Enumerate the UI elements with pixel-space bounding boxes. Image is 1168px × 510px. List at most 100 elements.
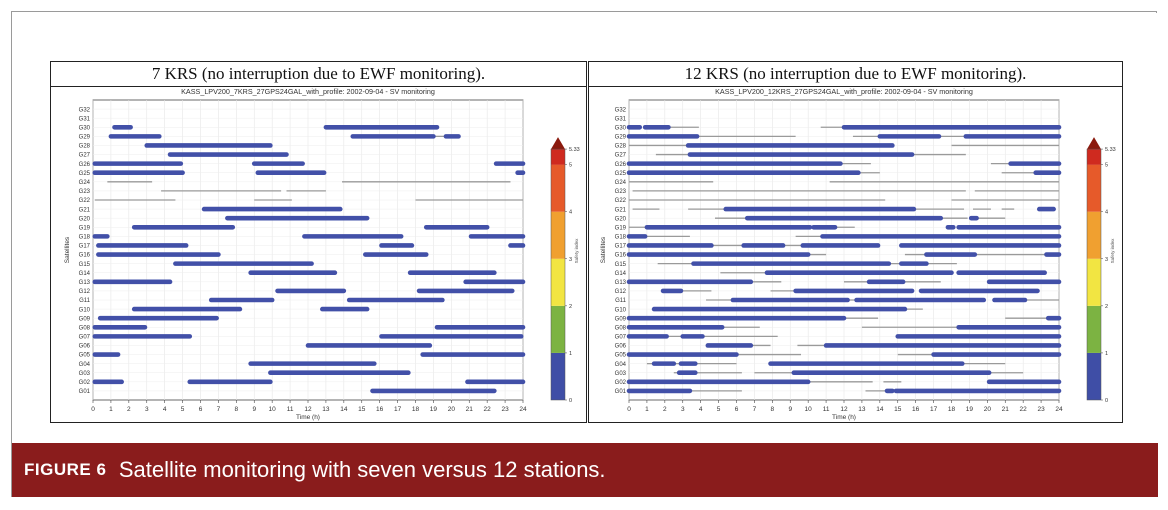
y-tick-label: G15 <box>79 262 91 268</box>
colorbar-segment <box>1087 149 1101 165</box>
y-tick-label: G21 <box>615 207 627 213</box>
panel-title-7krs: 7 KRS (no interruption due to EWF monito… <box>51 62 586 87</box>
y-axis-label: Satellites <box>600 236 607 263</box>
y-tick-label: G15 <box>615 262 627 268</box>
figure-body: 7 KRS (no interruption due to EWF monito… <box>13 13 1157 443</box>
y-tick-label: G25 <box>79 171 91 177</box>
y-tick-label: G01 <box>615 389 627 395</box>
x-tick-label: 17 <box>394 406 402 413</box>
y-tick-label: G20 <box>79 216 91 222</box>
colorbar-label: Safety index <box>574 238 579 264</box>
colorbar-segment <box>1087 258 1101 306</box>
x-tick-label: 1 <box>645 406 649 413</box>
colorbar-tick-label: 0 <box>569 398 572 404</box>
x-tick-label: 9 <box>788 406 792 413</box>
y-tick-label: G11 <box>615 298 627 304</box>
colorbar-tick-label: 2 <box>569 304 572 310</box>
colorbar-tick-label: 5.33 <box>1105 147 1116 153</box>
x-tick-label: 17 <box>930 406 938 413</box>
x-tick-label: 14 <box>340 406 348 413</box>
colorbar-tick-label: 0 <box>1105 398 1108 404</box>
y-tick-label: G24 <box>79 180 91 186</box>
plot-7krs: KASS_LPV200_7KRS_27GPS24GAL_with_profile… <box>64 87 580 421</box>
x-tick-label: 24 <box>519 406 527 413</box>
x-tick-label: 16 <box>912 406 920 413</box>
y-tick-label: G31 <box>79 116 91 122</box>
x-tick-label: 0 <box>627 406 631 413</box>
x-tick-label: 13 <box>858 406 866 413</box>
colorbar-label: Safety index <box>1110 238 1115 264</box>
x-tick-label: 4 <box>699 406 703 413</box>
x-tick-label: 2 <box>663 406 667 413</box>
y-axis-label: Satellites <box>64 236 71 263</box>
y-tick-label: G22 <box>615 198 627 204</box>
x-tick-label: 21 <box>466 406 474 413</box>
x-tick-label: 8 <box>771 406 775 413</box>
y-tick-label: G17 <box>79 244 91 250</box>
colorbar-outline <box>1086 148 1102 401</box>
colorbar-tick-label: 5.33 <box>569 147 580 153</box>
y-tick-label: G11 <box>79 298 91 304</box>
colorbar-tick-label: 2 <box>1105 304 1108 310</box>
y-tick-label: G32 <box>79 107 91 113</box>
caption-label: FIGURE 6 <box>24 460 107 479</box>
y-tick-label: G29 <box>79 135 91 141</box>
y-tick-label: G17 <box>615 244 627 250</box>
colorbar-segment <box>1087 305 1101 353</box>
x-tick-label: 14 <box>876 406 884 413</box>
x-tick-label: 6 <box>735 406 739 413</box>
colorbar-segment <box>551 164 565 212</box>
x-tick-label: 15 <box>358 406 366 413</box>
y-tick-label: G02 <box>615 380 627 386</box>
y-tick-label: G30 <box>79 125 91 131</box>
y-tick-label: G03 <box>79 371 91 377</box>
y-tick-label: G29 <box>615 135 627 141</box>
colorbar-segment <box>551 149 565 165</box>
y-tick-label: G07 <box>79 335 91 341</box>
y-tick-label: G14 <box>615 271 627 277</box>
colorbar-segment <box>551 258 565 306</box>
y-tick-label: G07 <box>615 335 627 341</box>
colorbar-segment <box>1087 211 1101 259</box>
colorbar-segment <box>551 352 565 400</box>
y-tick-label: G30 <box>615 125 627 131</box>
y-tick-label: G24 <box>615 180 627 186</box>
y-tick-label: G08 <box>79 325 91 331</box>
y-tick-label: G23 <box>79 189 91 195</box>
panel-title-12krs: 12 KRS (no interruption due to EWF monit… <box>589 62 1122 87</box>
x-tick-label: 16 <box>376 406 384 413</box>
y-tick-label: G01 <box>79 389 91 395</box>
y-tick-label: G21 <box>79 207 91 213</box>
chart-title: KASS_LPV200_12KRS_27GPS24GAL_with_profil… <box>715 87 973 96</box>
x-tick-label: 21 <box>1002 406 1010 413</box>
x-tick-label: 4 <box>163 406 167 413</box>
y-tick-label: G05 <box>79 353 91 359</box>
colorbar-arrow <box>551 137 565 150</box>
x-tick-label: 15 <box>894 406 902 413</box>
colorbar-tick-label: 4 <box>1105 210 1108 216</box>
x-tick-label: 24 <box>1055 406 1063 413</box>
y-tick-label: G13 <box>615 280 627 286</box>
x-axis-label: Time (h) <box>296 414 320 421</box>
y-tick-label: G04 <box>79 362 91 368</box>
x-tick-label: 0 <box>91 406 95 413</box>
y-tick-label: G04 <box>615 362 627 368</box>
x-tick-label: 11 <box>287 406 294 413</box>
colorbar-tick-label: 4 <box>569 210 572 216</box>
x-tick-label: 5 <box>181 406 185 413</box>
x-tick-label: 10 <box>805 406 813 413</box>
y-tick-label: G05 <box>615 353 627 359</box>
y-tick-label: G28 <box>615 144 627 150</box>
x-tick-label: 20 <box>448 406 456 413</box>
x-tick-label: 1 <box>109 406 113 413</box>
y-tick-label: G22 <box>79 198 91 204</box>
y-tick-label: G20 <box>615 216 627 222</box>
colorbar-segment <box>551 211 565 259</box>
x-tick-label: 10 <box>269 406 277 413</box>
x-tick-label: 12 <box>304 406 312 413</box>
y-tick-label: G12 <box>615 289 627 295</box>
y-tick-label: G23 <box>615 189 627 195</box>
colorbar-tick-label: 5 <box>1105 163 1108 169</box>
x-tick-label: 13 <box>322 406 330 413</box>
y-tick-label: G09 <box>79 316 91 322</box>
